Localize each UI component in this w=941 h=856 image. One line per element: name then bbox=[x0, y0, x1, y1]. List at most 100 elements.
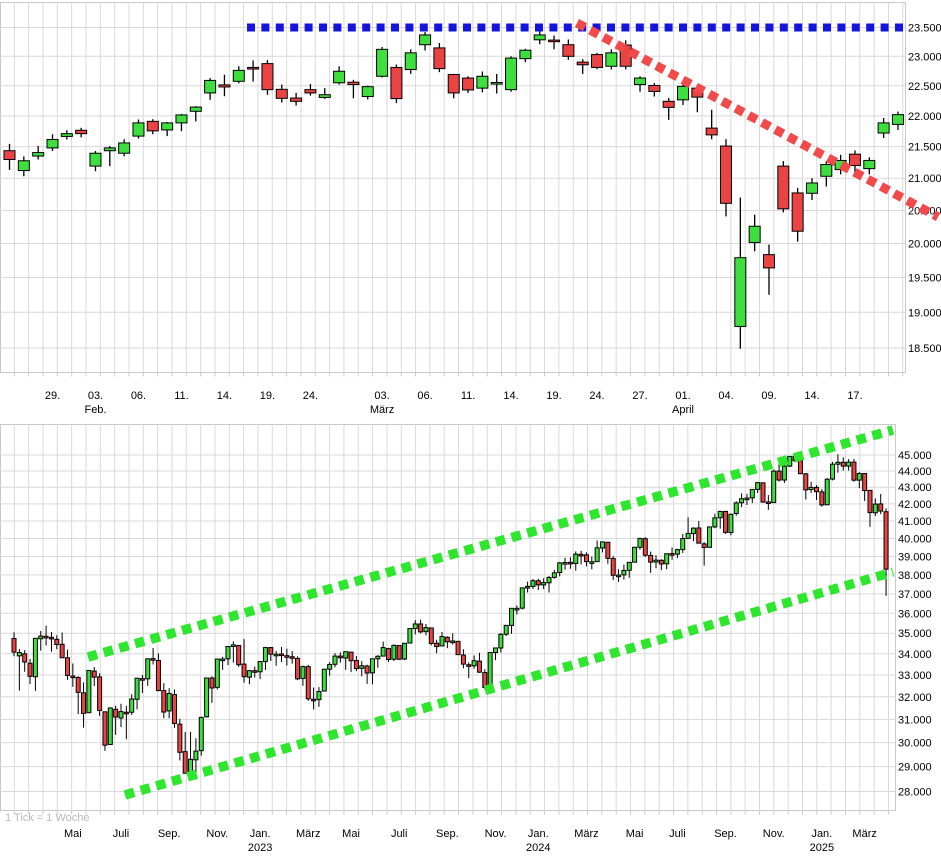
x-axis-label: Sep. bbox=[436, 828, 459, 840]
candle-body bbox=[781, 465, 787, 481]
candle-body bbox=[132, 122, 145, 137]
y-axis-label: 36.000 bbox=[898, 608, 932, 620]
candle-body bbox=[444, 636, 450, 643]
candle-body bbox=[720, 145, 732, 204]
x-axis-label: Juli bbox=[113, 828, 130, 840]
candle-body bbox=[123, 711, 129, 715]
candle-body bbox=[498, 633, 504, 649]
tick-interval-watermark: 1 Tick = 1 Woche bbox=[5, 812, 90, 824]
candle-body bbox=[455, 640, 461, 656]
candle-body bbox=[268, 647, 274, 655]
candle-body bbox=[578, 553, 584, 557]
candle-body bbox=[739, 498, 745, 504]
candle-body bbox=[102, 711, 108, 746]
candle-body bbox=[404, 52, 417, 70]
candle-body bbox=[541, 582, 547, 586]
candle-body bbox=[856, 473, 862, 481]
candle-body bbox=[262, 647, 268, 663]
candle-body bbox=[236, 645, 242, 666]
candle-body bbox=[118, 711, 124, 719]
y-axis-label: 30.000 bbox=[898, 738, 932, 750]
candle-body bbox=[723, 510, 729, 533]
x-axis-label: 06. bbox=[417, 390, 432, 402]
candle-body bbox=[81, 692, 87, 714]
candle-body bbox=[232, 69, 245, 82]
candle-body bbox=[439, 635, 445, 647]
candle-body bbox=[551, 572, 557, 578]
x-axis-label-period: 2023 bbox=[248, 842, 272, 854]
x-axis-label: 11. bbox=[461, 390, 475, 402]
candle-body bbox=[300, 666, 306, 679]
y-axis-label: 28.000 bbox=[898, 787, 932, 799]
x-axis-label: 24. bbox=[589, 390, 604, 402]
y-axis-label: 31.000 bbox=[898, 714, 932, 726]
x-axis-label: 11. bbox=[174, 390, 188, 402]
candle-body bbox=[835, 461, 841, 465]
candle-body bbox=[557, 562, 563, 573]
candle-body bbox=[65, 657, 70, 676]
candle-body bbox=[749, 489, 755, 499]
candle-body bbox=[600, 541, 605, 549]
candle-body bbox=[642, 538, 648, 556]
candle-body bbox=[662, 100, 675, 108]
candle-body bbox=[189, 106, 202, 112]
candle-body bbox=[433, 47, 446, 70]
candle-body bbox=[797, 460, 803, 475]
candle-body bbox=[333, 70, 346, 84]
candle-body bbox=[863, 159, 876, 170]
candle-body bbox=[525, 585, 531, 589]
weekly-candlestick-chart: 45.000 44.000 43.000 42.000 41.000 40.000 39.0… bbox=[0, 420, 941, 856]
x-axis-label: März bbox=[296, 828, 320, 840]
candle-body bbox=[230, 644, 236, 648]
y-axis-label: 22.500 bbox=[908, 81, 941, 93]
x-axis-label: März bbox=[852, 828, 876, 840]
candle-body bbox=[476, 75, 489, 89]
candle-body bbox=[386, 648, 391, 660]
x-axis-label-period: 2025 bbox=[810, 842, 834, 854]
candle-body bbox=[75, 129, 88, 135]
candle-body bbox=[3, 150, 16, 160]
x-axis-label: Sep. bbox=[158, 828, 181, 840]
candle-body bbox=[762, 254, 775, 269]
x-axis-label: Mai bbox=[342, 828, 360, 840]
candle-body bbox=[450, 640, 456, 644]
candle-body bbox=[744, 497, 750, 501]
candle-body bbox=[462, 77, 475, 91]
x-axis-label-period: März bbox=[370, 404, 394, 416]
candle-body bbox=[883, 511, 889, 570]
y-axis-label: 18.500 bbox=[908, 343, 941, 355]
candle-body bbox=[359, 665, 365, 669]
candle-body bbox=[658, 559, 664, 565]
candle-body bbox=[471, 660, 477, 667]
candle-body bbox=[375, 655, 381, 660]
candle-body bbox=[690, 527, 696, 535]
candle-body bbox=[705, 127, 718, 136]
candle-body bbox=[17, 160, 30, 172]
x-axis-label: 27. bbox=[632, 390, 647, 402]
candle-body bbox=[791, 192, 804, 232]
candle-body bbox=[840, 461, 846, 467]
candle-body bbox=[129, 698, 135, 713]
candle-body bbox=[637, 538, 643, 548]
y-axis-label: 40.000 bbox=[898, 534, 932, 546]
x-axis-label: Nov. bbox=[763, 828, 785, 840]
candle-body bbox=[376, 48, 389, 77]
candle-body bbox=[48, 636, 54, 640]
x-axis-label: Jan. bbox=[528, 828, 549, 840]
candle-body bbox=[97, 676, 103, 711]
candle-body bbox=[680, 538, 686, 551]
candle-body bbox=[771, 470, 777, 504]
candle-body bbox=[519, 587, 525, 609]
candle-body bbox=[733, 502, 739, 514]
candle-body bbox=[621, 569, 627, 576]
candle-body bbox=[787, 455, 793, 467]
y-axis-label: 38.000 bbox=[898, 570, 932, 582]
y-axis-label: 21.000 bbox=[908, 173, 941, 185]
candle-body bbox=[204, 79, 217, 94]
candle-body bbox=[589, 561, 595, 564]
x-axis-label-period: 2024 bbox=[526, 842, 550, 854]
candle-body bbox=[548, 39, 561, 43]
candle-body bbox=[402, 642, 408, 660]
candle-body bbox=[27, 662, 33, 677]
